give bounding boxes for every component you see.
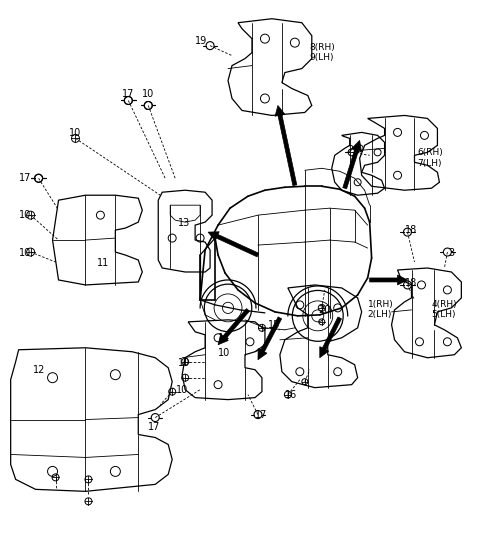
Polygon shape bbox=[218, 309, 250, 345]
Text: 19: 19 bbox=[195, 36, 207, 45]
Polygon shape bbox=[320, 317, 341, 358]
Text: 8(RH)
9(LH): 8(RH) 9(LH) bbox=[310, 43, 336, 62]
Text: 14: 14 bbox=[218, 333, 230, 343]
Text: 12: 12 bbox=[33, 365, 45, 374]
Text: 10: 10 bbox=[218, 348, 230, 358]
Text: 17: 17 bbox=[255, 410, 267, 419]
Text: 10: 10 bbox=[178, 358, 191, 368]
Text: 15: 15 bbox=[268, 320, 280, 330]
Text: 1(RH)
2(LH): 1(RH) 2(LH) bbox=[368, 300, 394, 319]
Text: 10: 10 bbox=[19, 210, 31, 220]
Text: 6(RH)
7(LH): 6(RH) 7(LH) bbox=[418, 148, 443, 168]
Text: 11: 11 bbox=[97, 258, 109, 268]
Text: 4(RH)
5(LH): 4(RH) 5(LH) bbox=[432, 300, 457, 319]
Text: 21: 21 bbox=[348, 146, 360, 155]
Text: 10: 10 bbox=[69, 128, 81, 139]
Text: 18: 18 bbox=[405, 278, 417, 288]
Polygon shape bbox=[258, 317, 282, 360]
Polygon shape bbox=[208, 232, 259, 257]
Text: 20: 20 bbox=[318, 305, 330, 315]
Polygon shape bbox=[370, 275, 408, 285]
Polygon shape bbox=[343, 140, 361, 189]
Text: 3: 3 bbox=[448, 248, 455, 258]
Text: 10: 10 bbox=[176, 385, 189, 395]
Text: 10: 10 bbox=[19, 248, 31, 258]
Text: 10: 10 bbox=[142, 88, 155, 98]
Text: 17: 17 bbox=[19, 173, 31, 184]
Text: 17: 17 bbox=[148, 422, 161, 432]
Text: 17: 17 bbox=[122, 88, 135, 98]
Polygon shape bbox=[275, 105, 297, 186]
Text: 13: 13 bbox=[178, 218, 191, 228]
Text: 18: 18 bbox=[405, 225, 417, 235]
Text: 16: 16 bbox=[285, 389, 297, 400]
